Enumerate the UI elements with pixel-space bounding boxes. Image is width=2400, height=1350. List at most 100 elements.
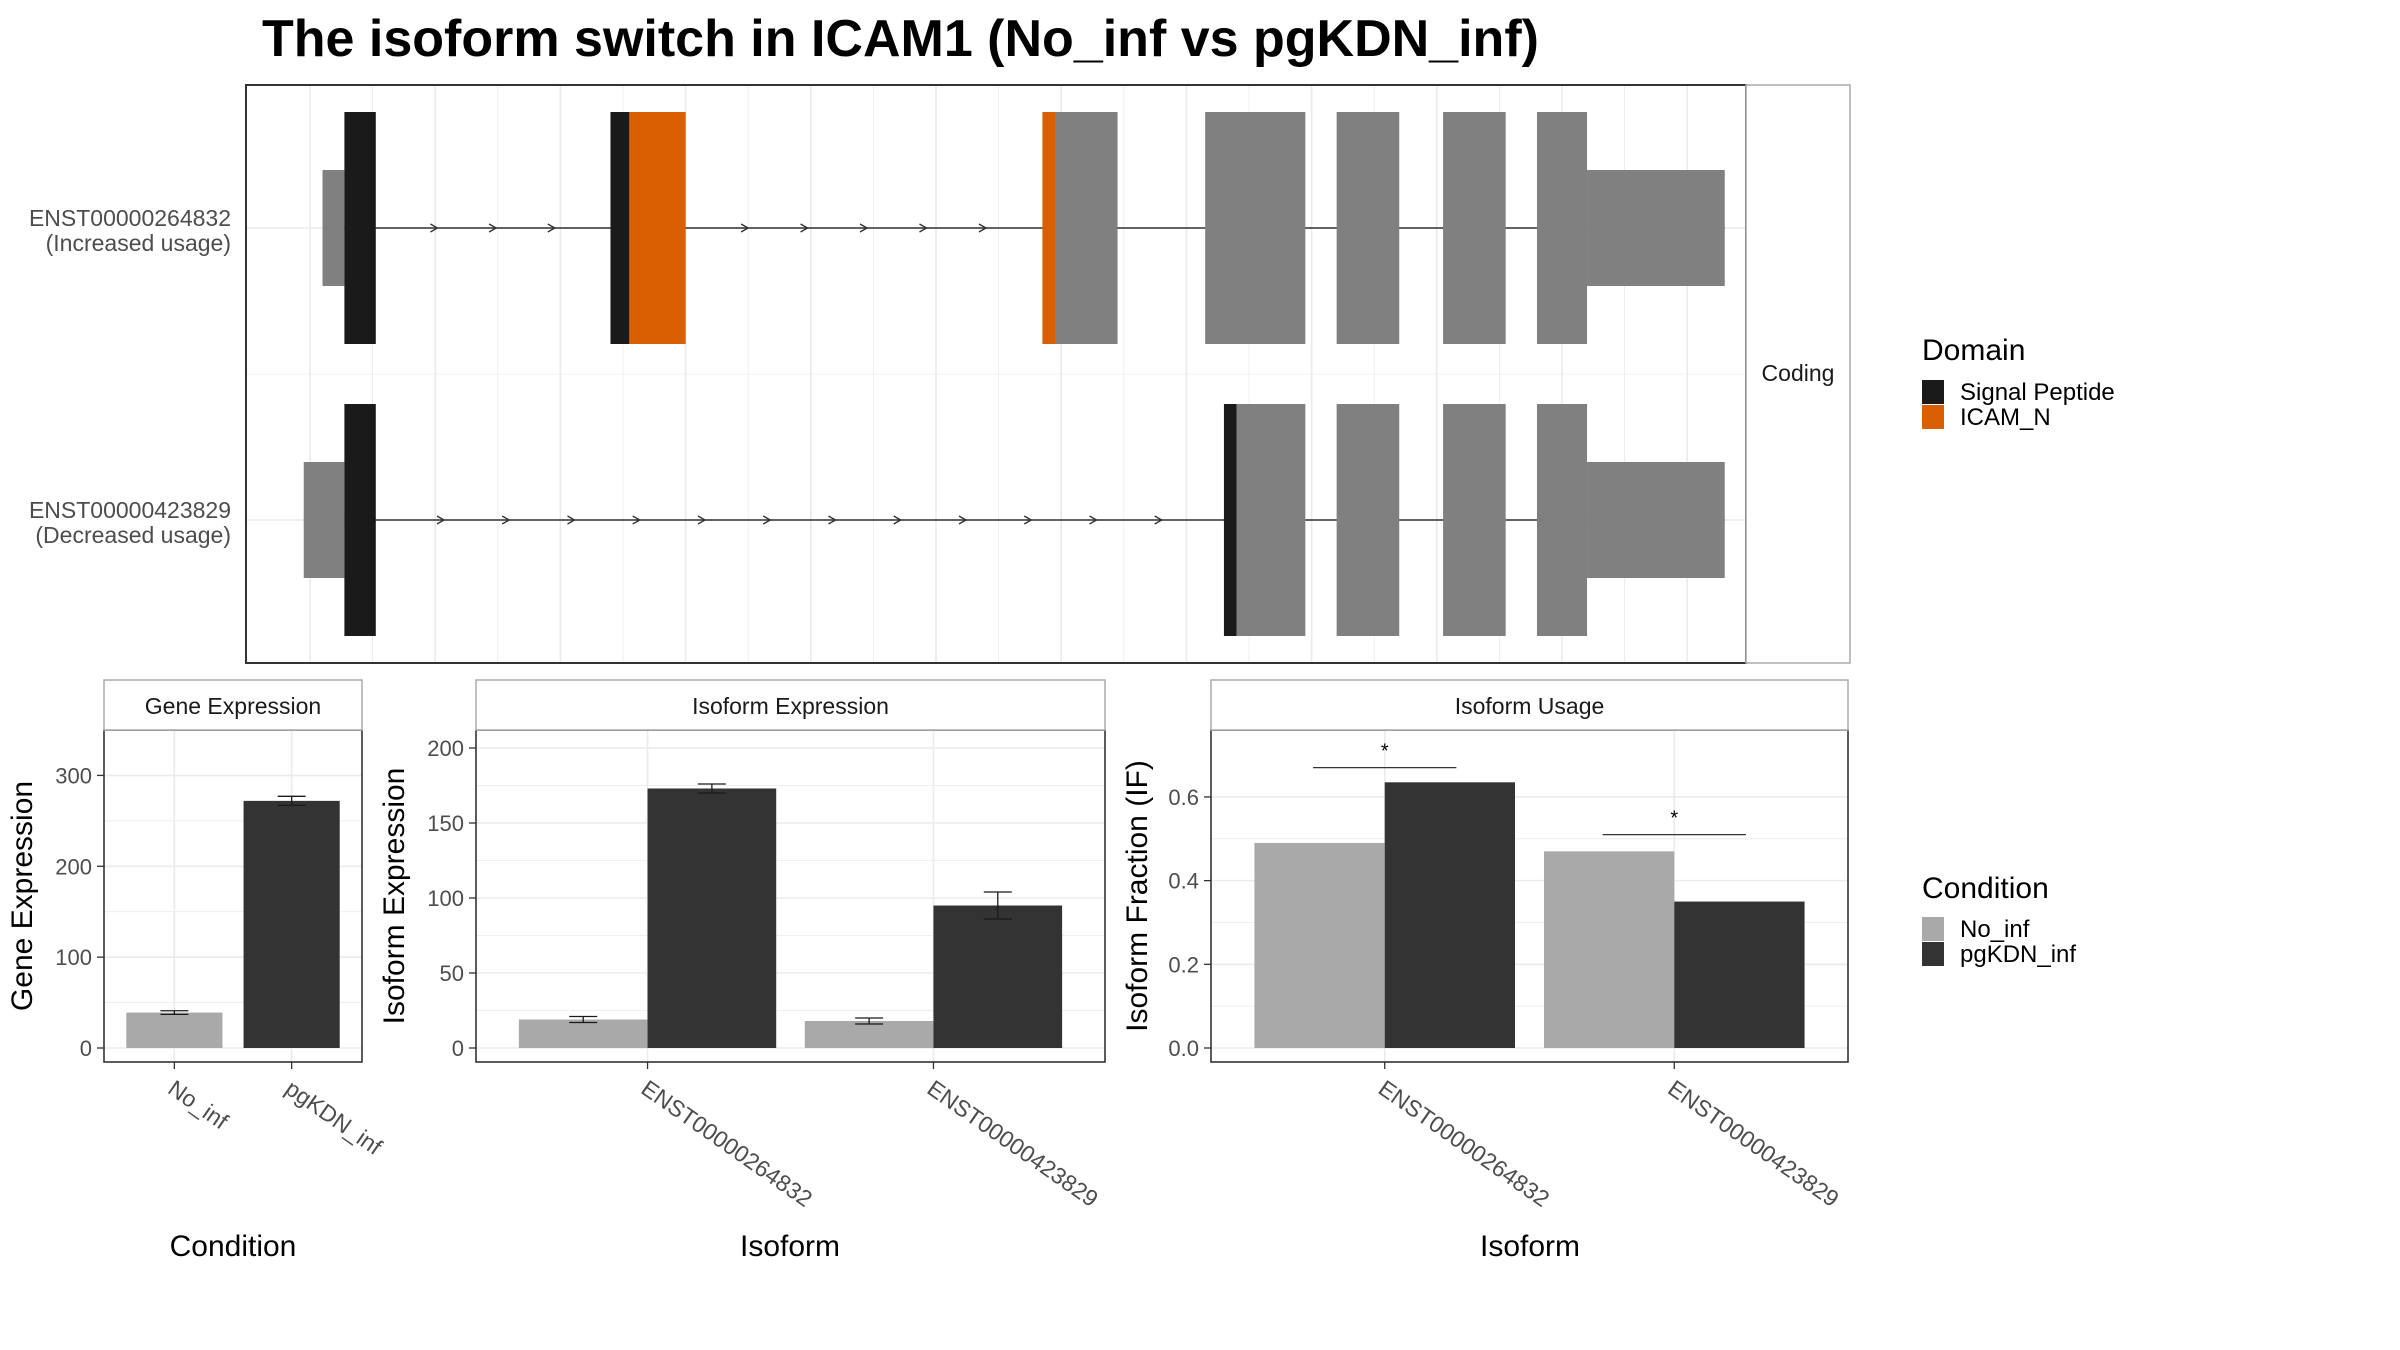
legend-label-signal-peptide: Signal Peptide bbox=[1960, 379, 2115, 406]
exon-block bbox=[1223, 404, 1306, 636]
x-tick-label: ENST00000264832 bbox=[1374, 1075, 1554, 1212]
signal-peptide-domain bbox=[344, 112, 376, 344]
intron-direction-arrow bbox=[978, 223, 988, 233]
significance-label: * bbox=[1381, 741, 1389, 763]
y-tick-label: 200 bbox=[427, 736, 464, 761]
exon-block bbox=[1443, 112, 1506, 344]
transcript-usage-label: (Increased usage) bbox=[46, 230, 231, 256]
intron-direction-arrow bbox=[1089, 515, 1098, 525]
legend-key-no-inf bbox=[1922, 917, 1944, 941]
intron-direction-arrow bbox=[632, 515, 642, 525]
bar bbox=[647, 788, 777, 1048]
exon-block bbox=[1587, 462, 1725, 578]
y-tick-label: 0.0 bbox=[1168, 1036, 1199, 1061]
x-tick-label: pgKDN_inf bbox=[281, 1075, 388, 1160]
intron-direction-arrow bbox=[567, 515, 576, 525]
panel-strip bbox=[1210, 679, 1849, 731]
intron-direction-arrow bbox=[893, 515, 903, 525]
exon-block bbox=[1205, 112, 1306, 344]
bar bbox=[1384, 782, 1516, 1048]
y-axis-title: Gene Expression bbox=[6, 781, 39, 1011]
signal-peptide-domain bbox=[1223, 404, 1237, 636]
exon-block bbox=[1336, 404, 1400, 636]
intron-direction-arrow bbox=[430, 223, 439, 233]
icam-n-domain bbox=[629, 112, 686, 344]
exon-block bbox=[1536, 112, 1588, 344]
y-tick-label: 300 bbox=[55, 763, 92, 788]
panel-strip bbox=[475, 679, 1106, 731]
legend-label-pgkdn-inf: pgKDN_inf bbox=[1960, 941, 2076, 968]
panel-strip bbox=[103, 679, 363, 731]
y-tick-label: 0.6 bbox=[1168, 785, 1199, 810]
transcript-id-label: ENST00000264832 bbox=[29, 205, 231, 231]
intron-direction-arrow bbox=[1023, 515, 1033, 525]
figure-title: The isoform switch in ICAM1 (No_inf vs p… bbox=[262, 10, 1539, 68]
coding-strip-label: Coding bbox=[1762, 360, 1835, 386]
intron-direction-arrow bbox=[436, 515, 446, 525]
x-tick-label: ENST00000264832 bbox=[637, 1075, 817, 1212]
intron-direction-arrow bbox=[740, 223, 750, 233]
y-tick-label: 0 bbox=[80, 1036, 92, 1061]
transcript-id-label: ENST00000423829 bbox=[29, 497, 231, 523]
transcript-structure-panel: Coding ENST00000264832(Increased usage)E… bbox=[29, 84, 1851, 664]
intron-direction-arrow bbox=[762, 515, 772, 525]
y-tick-label: 100 bbox=[55, 945, 92, 970]
signal-peptide-domain bbox=[344, 404, 376, 636]
x-axis-title: Condition bbox=[170, 1230, 297, 1263]
coding-strip bbox=[1745, 84, 1851, 664]
intron-direction-arrow bbox=[547, 223, 557, 233]
intron-direction-arrow bbox=[1154, 515, 1164, 525]
isoform-usage-panel: * * Isoform Usage 0.0 0.2 0.4 0.6 ENST000002648… bbox=[1121, 679, 1849, 1263]
legend-key-signal-peptide bbox=[1922, 380, 1944, 404]
bar bbox=[804, 1021, 934, 1048]
transcript-usage-label: (Decreased usage) bbox=[35, 522, 231, 548]
signal-peptide-domain bbox=[610, 112, 630, 344]
intron-direction-arrow bbox=[919, 223, 928, 233]
bar bbox=[126, 1012, 223, 1048]
domain-legend-title: Domain bbox=[1922, 334, 2025, 367]
exon-block bbox=[322, 170, 345, 286]
intron-direction-arrow bbox=[488, 223, 498, 233]
gene-expression-panel: Gene Expression 0 100 200 300 No_inf pgKDN_inf… bbox=[6, 679, 388, 1263]
bar bbox=[1254, 842, 1385, 1048]
y-tick-label: 200 bbox=[55, 854, 92, 879]
x-tick-label: ENST00000423829 bbox=[1663, 1075, 1843, 1212]
legend-label-icam-n: ICAM_N bbox=[1960, 404, 2051, 431]
icam-n-domain bbox=[1042, 112, 1055, 344]
transcript-labels: ENST00000264832(Increased usage) ENST0000… bbox=[29, 205, 231, 548]
intron-direction-arrow bbox=[800, 223, 809, 233]
panel-strip-label: Isoform Usage bbox=[1455, 693, 1605, 719]
exon-block bbox=[1443, 404, 1506, 636]
condition-legend-title: Condition bbox=[1922, 872, 2049, 905]
bar bbox=[1674, 901, 1805, 1048]
intron-direction-arrow bbox=[828, 515, 837, 525]
legend-key-icam-n bbox=[1922, 405, 1944, 429]
legend-label-no-inf: No_inf bbox=[1960, 916, 2030, 943]
x-tick-label: ENST00000423829 bbox=[923, 1075, 1103, 1212]
x-axis-title: Isoform bbox=[1480, 1230, 1580, 1263]
y-tick-label: 0 bbox=[452, 1036, 464, 1061]
y-tick-label: 50 bbox=[440, 961, 464, 986]
bar bbox=[243, 800, 340, 1048]
intron-direction-arrow bbox=[697, 515, 707, 525]
y-tick-label: 150 bbox=[427, 811, 464, 836]
bar bbox=[1543, 851, 1675, 1048]
intron-direction-arrow bbox=[859, 223, 869, 233]
significance-label: * bbox=[1670, 808, 1678, 830]
transcript-content bbox=[303, 112, 1725, 636]
y-tick-label: 100 bbox=[427, 886, 464, 911]
intron-direction-arrow bbox=[958, 515, 968, 525]
bar bbox=[933, 905, 1063, 1048]
y-tick-label: 0.2 bbox=[1168, 952, 1199, 977]
y-axis-title: Isoform Fraction (IF) bbox=[1121, 760, 1154, 1032]
x-tick-label: No_inf bbox=[163, 1075, 233, 1135]
x-axis-title: Isoform bbox=[740, 1230, 840, 1263]
y-tick-label: 0.4 bbox=[1168, 869, 1199, 894]
panel-strip-label: Gene Expression bbox=[145, 693, 321, 719]
intron-direction-arrow bbox=[501, 515, 511, 525]
exon-block bbox=[1336, 112, 1400, 344]
isoform-expression-panel: Isoform Expression 0 50 100 150 200 ENST000002… bbox=[378, 679, 1106, 1263]
exon-block bbox=[1587, 170, 1725, 286]
condition-legend: Condition No_inf pgKDN_inf bbox=[1922, 872, 2076, 968]
